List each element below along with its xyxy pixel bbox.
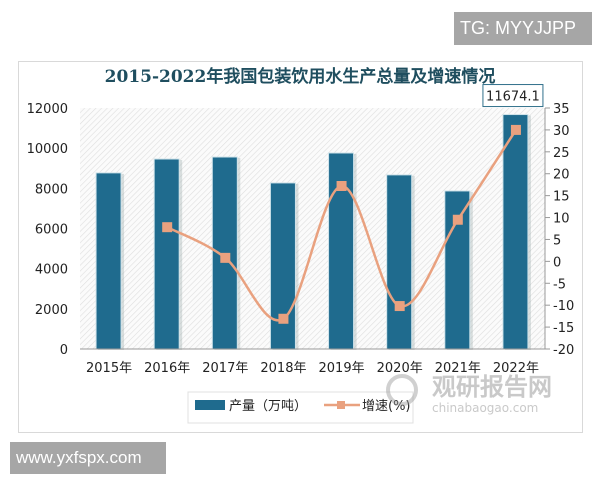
left-tick-label: 2000 [35,303,68,318]
legend-bar-label: 产量（万吨） [229,399,307,414]
line-point [162,222,173,233]
legend-line-label: 增速(%) [362,399,411,414]
line-point [394,301,405,312]
bar [386,174,413,350]
x-tick-label: 2019年 [319,361,365,376]
plot-area [80,108,545,349]
watermark: 观研报告网 chinabaogao.com [386,373,552,415]
right-tick-label: -15 [553,321,574,336]
line-point [336,180,347,191]
x-tick-label: 2021年 [435,361,481,376]
data-label: 11674.1 [486,90,540,105]
right-tick-label: 10 [553,212,570,227]
right-tick-label: 0 [553,255,561,270]
legend-bar-swatch [195,400,225,410]
legend-line-marker [337,401,345,409]
x-tick-label: 2017年 [202,361,248,376]
bar [95,172,122,350]
x-tick-label: 2022年 [493,361,539,376]
right-tick-label: -10 [553,299,574,314]
right-tick-label: 35 [553,102,570,117]
right-tick-label: 25 [553,146,570,161]
line-point [220,252,231,263]
right-tick-label: -20 [553,343,574,358]
line-point [510,124,521,135]
right-tick-label: 20 [553,168,570,183]
left-tick-label: 10000 [27,142,68,157]
bar [502,114,529,350]
line-point [278,313,289,324]
x-tick-label: 2018年 [260,361,306,376]
right-tick-label: 30 [553,124,570,139]
svg-text:chinabaogao.com: chinabaogao.com [432,401,538,415]
bar [153,158,180,350]
left-tick-label: 8000 [35,182,68,197]
bar [269,182,296,350]
x-tick-label: 2020年 [377,361,423,376]
left-tick-label: 0 [60,343,68,358]
bar [444,190,471,350]
left-tick-label: 4000 [35,263,68,278]
watermark-logo-icon [386,374,418,406]
right-tick-label: 15 [553,190,570,205]
legend: 产量（万吨） 增速(%) [187,391,414,424]
chart-card [18,61,583,433]
x-tick-label: 2016年 [144,361,190,376]
bottom-tag: www.yxfspx.com [10,442,166,474]
line-point [452,214,463,225]
left-tick-label: 6000 [35,223,68,238]
x-tick-label: 2015年 [86,361,132,376]
right-tick-label: 5 [553,233,561,248]
chart-title: 2015-2022年我国包装饮用水生产总量及增速情况 [105,66,496,87]
top-tag: TG: MYYJJPP [454,12,592,45]
svg-text:观研报告网: 观研报告网 [432,373,552,401]
right-tick-label: -5 [553,277,566,292]
left-tick-label: 12000 [27,102,68,117]
